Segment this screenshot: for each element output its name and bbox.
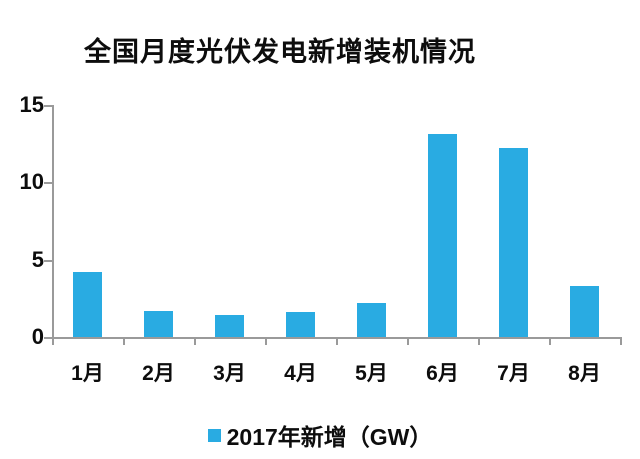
x-axis-label: 5月 xyxy=(355,362,388,385)
bar xyxy=(570,285,599,337)
x-tick-mark xyxy=(194,337,196,345)
y-axis xyxy=(52,105,54,339)
x-axis-label: 8月 xyxy=(568,362,601,385)
y-tick-label: 0 xyxy=(31,324,44,349)
x-axis-label: 2月 xyxy=(142,362,175,385)
bar xyxy=(144,310,173,337)
x-tick-mark xyxy=(265,337,267,345)
bar xyxy=(286,312,315,337)
x-tick-mark xyxy=(620,337,622,345)
x-axis-label: 4月 xyxy=(284,362,317,385)
y-tick-mark xyxy=(44,337,52,339)
chart-title: 全国月度光伏发电新增装机情况 xyxy=(84,37,476,67)
y-tick-mark xyxy=(44,105,52,107)
x-tick-mark xyxy=(123,337,125,345)
bar xyxy=(428,134,457,337)
y-tick-label: 15 xyxy=(19,92,44,117)
x-tick-mark xyxy=(549,337,551,345)
bar xyxy=(499,148,528,337)
bar xyxy=(357,302,386,337)
x-tick-mark xyxy=(52,337,54,345)
y-tick-label: 10 xyxy=(19,169,44,195)
legend: 2017年新增（GW） xyxy=(0,418,640,452)
legend-label: 2017年新增（GW） xyxy=(226,424,433,450)
x-tick-mark xyxy=(407,337,409,345)
bar xyxy=(73,272,102,337)
y-tick-mark xyxy=(44,182,52,185)
x-tick-mark xyxy=(478,337,480,345)
x-axis-label: 6月 xyxy=(426,362,459,385)
x-tick-mark xyxy=(336,337,338,345)
y-tick-mark xyxy=(44,259,52,262)
x-axis-label: 7月 xyxy=(497,362,530,385)
x-axis-label: 1月 xyxy=(71,362,104,385)
x-axis-label: 3月 xyxy=(213,362,246,385)
legend-square-icon xyxy=(207,428,221,442)
bar xyxy=(215,315,244,337)
y-tick-label: 5 xyxy=(31,246,44,272)
